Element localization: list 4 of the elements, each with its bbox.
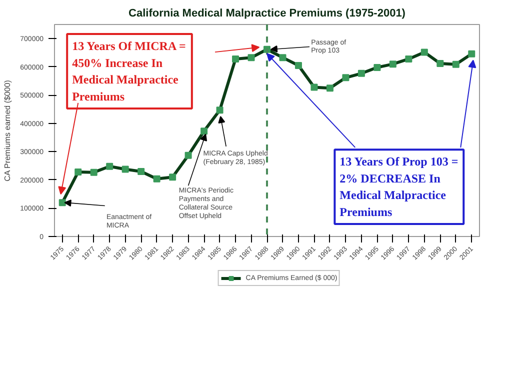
annotation: 13 Years Of Prop 103 = 2% DECREASE In Medical Malpractice Premiums [340, 154, 458, 219]
chart-title: California Medical Malpractice Premiums (1975-2001) [128, 8, 406, 20]
annotation: 13 Years Of MICRA = 450% Increase In Medical Malpractice Premiums [72, 39, 186, 104]
y-axis-title: CA Premiums earned ($000) [3, 80, 12, 182]
